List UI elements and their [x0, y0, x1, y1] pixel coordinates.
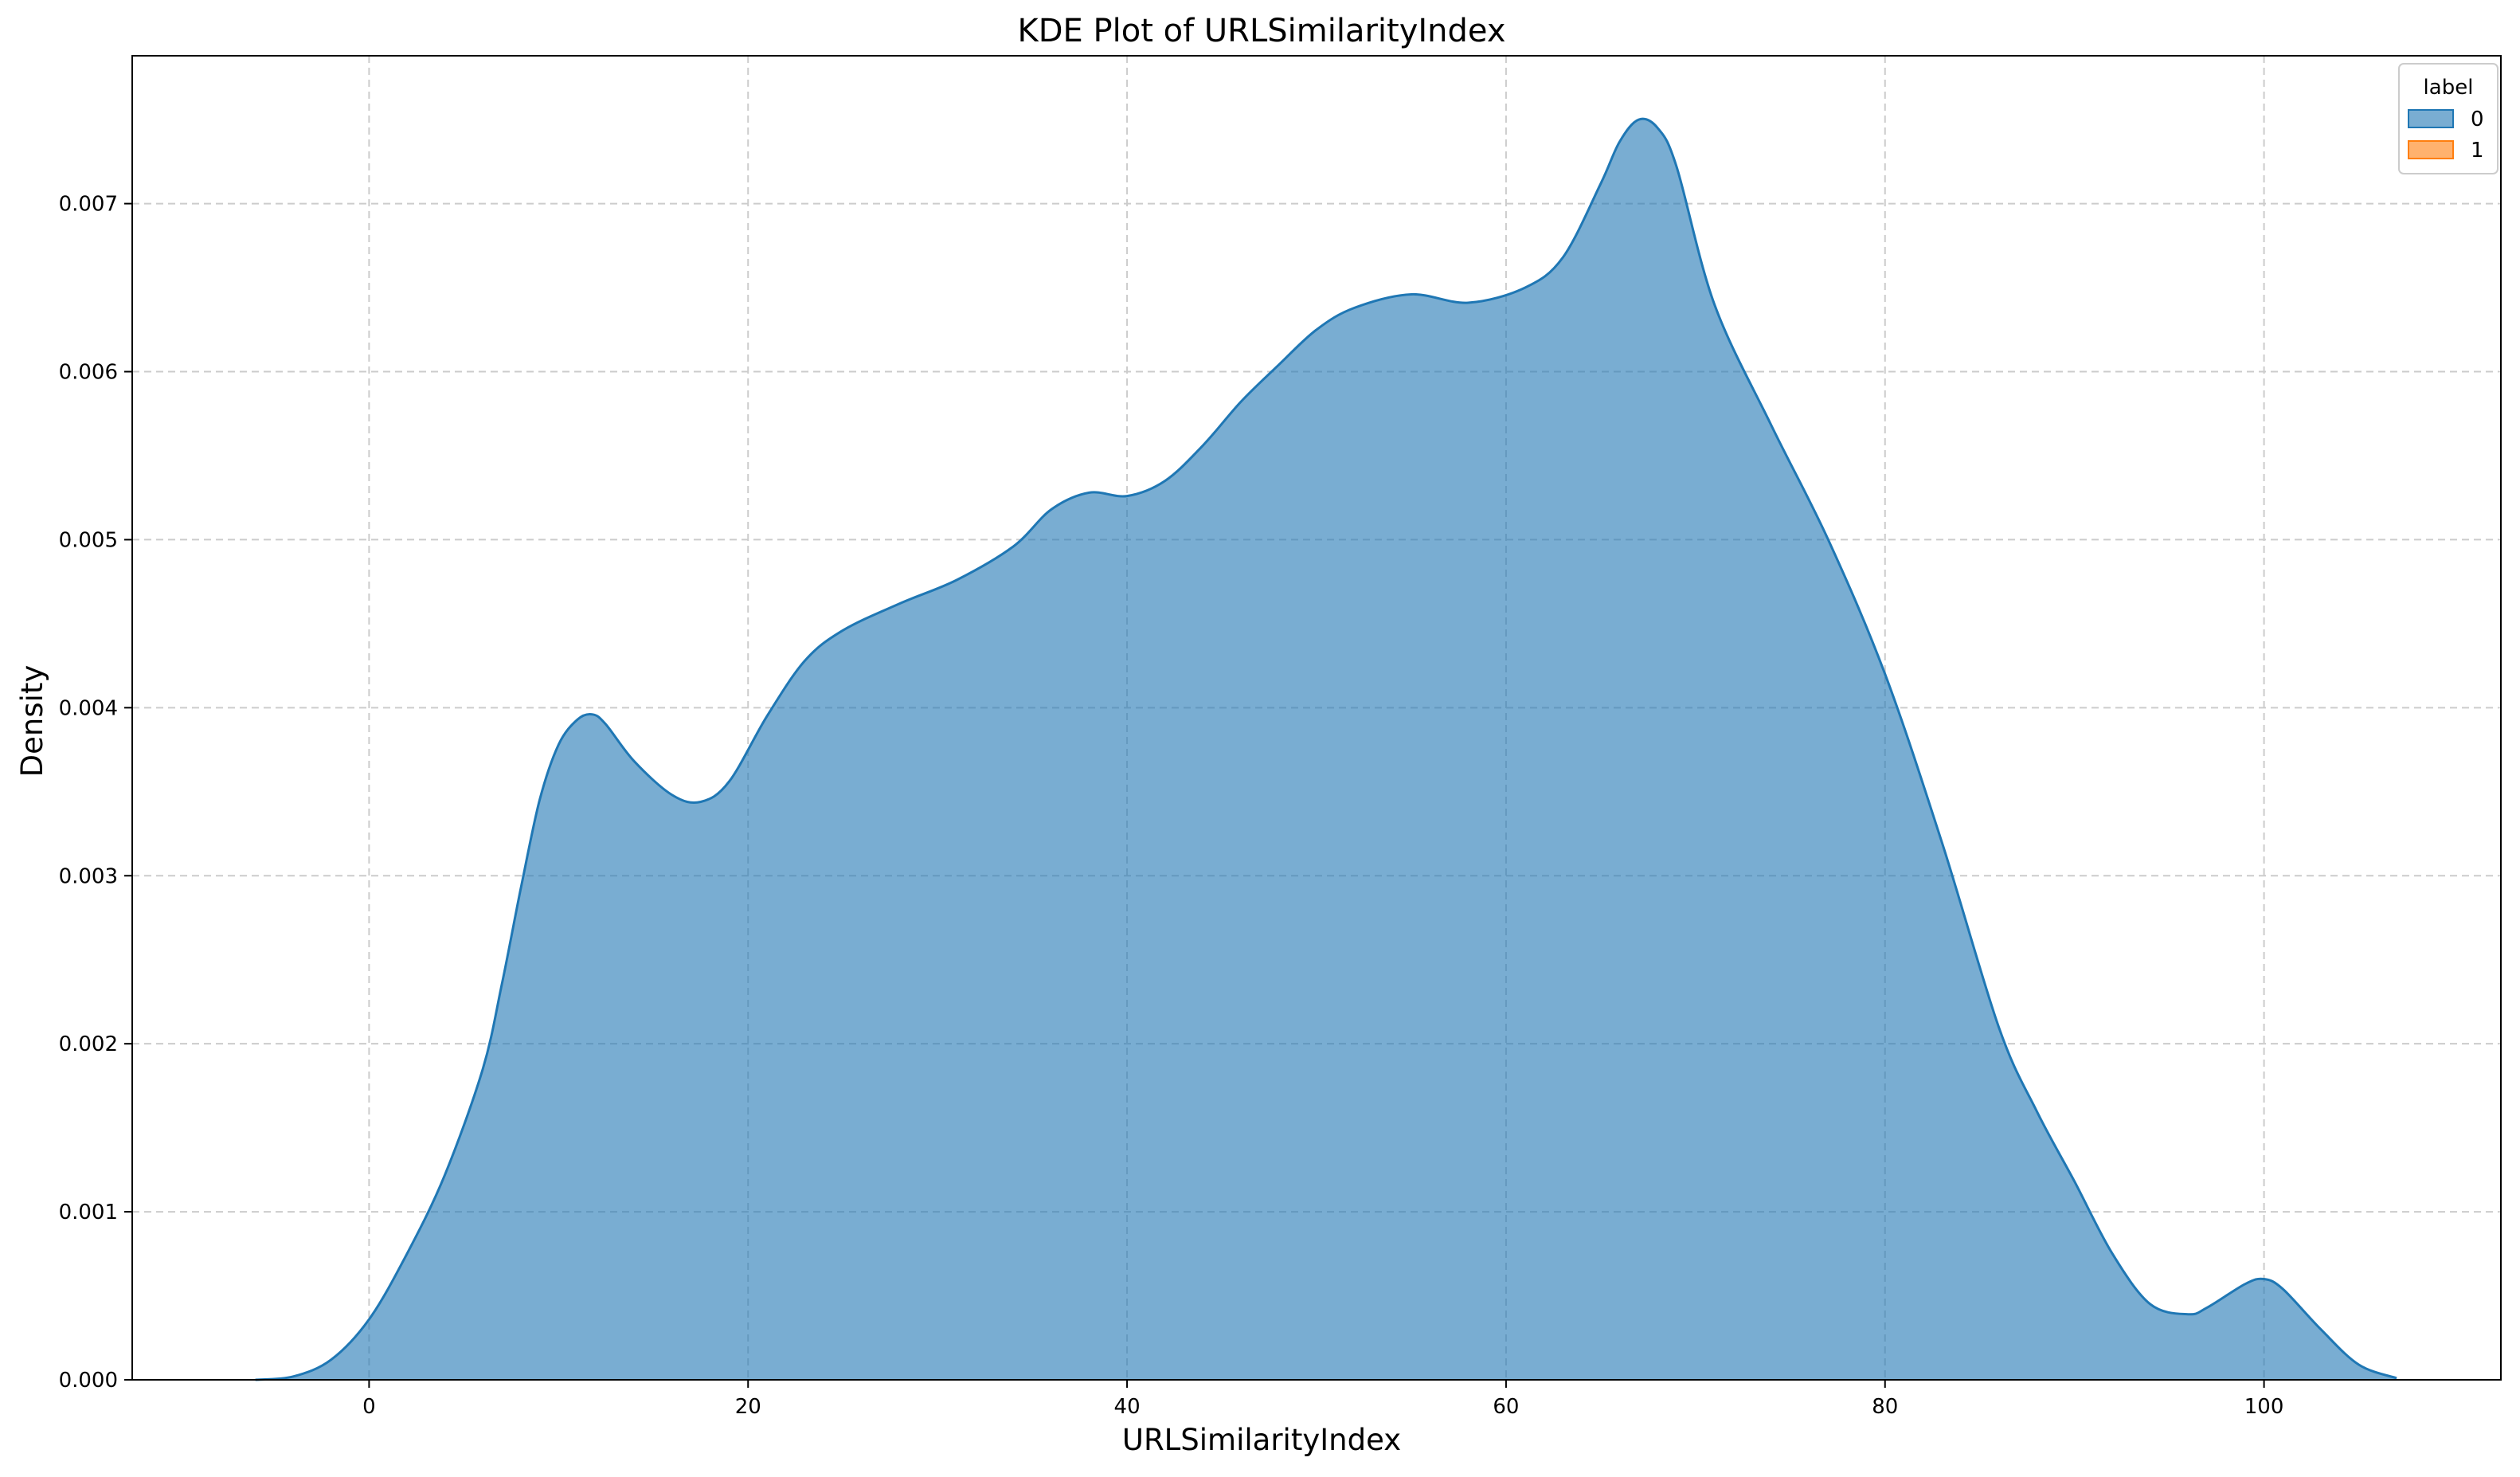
series-0-line [255, 117, 2397, 1381]
y-tick-label-7: 0.007 [59, 193, 118, 217]
series-layer [255, 117, 2397, 1381]
legend-label-0: 0 [2471, 108, 2484, 131]
plot-frame [131, 55, 2502, 1381]
x-tick-label-2: 40 [1114, 1395, 1141, 1419]
y-tick-label-0: 0.000 [59, 1369, 118, 1393]
y-tick-label-1: 0.001 [59, 1201, 118, 1224]
y-tick-label-4: 0.004 [59, 696, 118, 720]
x-axis-label: URLSimilarityIndex [1122, 1423, 1401, 1457]
y-tick-label-5: 0.005 [59, 528, 118, 552]
legend-swatch-1 [2408, 140, 2454, 159]
legend-label-1: 1 [2471, 139, 2484, 163]
legend-swatch-0 [2408, 109, 2454, 128]
x-tick-label-5: 100 [2244, 1395, 2284, 1419]
y-tick-label-2: 0.002 [59, 1032, 118, 1056]
x-tick-label-1: 20 [735, 1395, 761, 1419]
x-tick-label-0: 0 [362, 1395, 376, 1419]
x-tick-label-3: 60 [1493, 1395, 1519, 1419]
y-tick-label-3: 0.003 [59, 864, 118, 888]
x-tick-label-4: 80 [1872, 1395, 1898, 1419]
axis-layer: 0 20 40 60 80 100 0.000 0.001 0.002 0.003 0.004 0.0… [59, 55, 2502, 1419]
y-tick-label-6: 0.006 [59, 361, 118, 385]
chart-title: KDE Plot of URLSimilarityIndex [1018, 13, 1506, 49]
y-axis-label: Density [15, 665, 49, 778]
legend: label 0 1 [2398, 63, 2498, 174]
legend-title: label [2424, 76, 2474, 100]
series-0-area [255, 119, 2397, 1380]
